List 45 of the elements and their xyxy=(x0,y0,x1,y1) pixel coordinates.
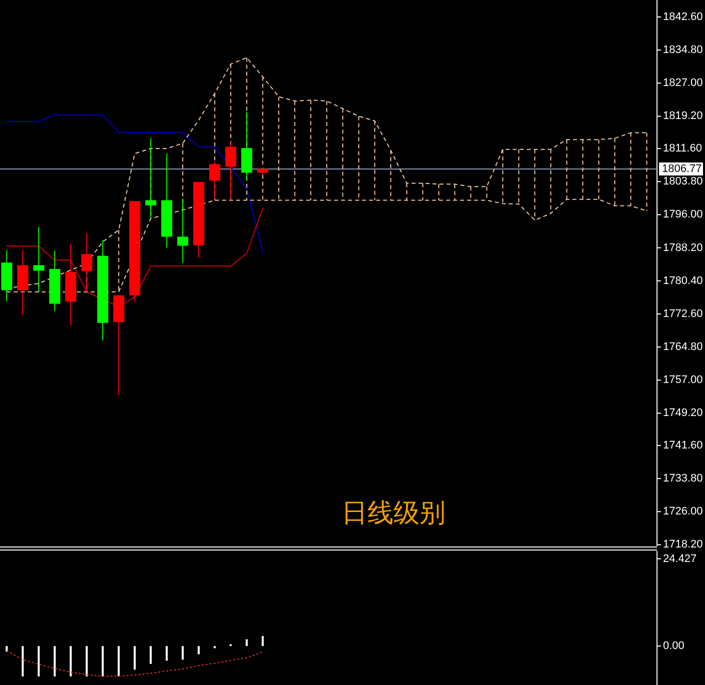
bar xyxy=(198,646,200,654)
candlestick xyxy=(225,141,236,201)
bar xyxy=(22,646,24,676)
line-series xyxy=(6,114,264,252)
y-tick-label: 1811.60 xyxy=(663,142,702,154)
y-tick-label: 1741.60 xyxy=(663,439,703,452)
candlestick xyxy=(209,161,220,200)
y-tick-label: 1796.00 xyxy=(663,208,703,221)
bar xyxy=(118,646,120,676)
bar xyxy=(102,646,104,676)
bar xyxy=(182,646,184,660)
y-tick-label: 1834.80 xyxy=(663,44,703,56)
ref-line-label: 1806.77 xyxy=(662,162,702,175)
bar xyxy=(262,636,264,646)
bar xyxy=(150,646,152,664)
candlestick xyxy=(145,138,156,219)
bar xyxy=(54,646,56,676)
y-tick-label: 1718.20 xyxy=(663,538,703,551)
candlestick xyxy=(33,226,44,292)
annotation: 日线级别 xyxy=(342,498,446,528)
bar xyxy=(86,646,88,676)
y-tick-label: 1827.00 xyxy=(663,77,703,90)
y-tick-label: 24.427 xyxy=(663,552,697,565)
y-tick-label: 1788.20 xyxy=(663,242,703,254)
bar xyxy=(166,646,168,661)
y-tick-label: 1772.60 xyxy=(663,308,703,320)
y-tick-label: 1757.00 xyxy=(663,374,703,386)
bar xyxy=(6,646,8,652)
y-tick-label: 0.00 xyxy=(663,640,684,652)
bar xyxy=(38,646,40,676)
bar xyxy=(134,646,136,670)
y-tick-label: 1733.80 xyxy=(663,472,703,485)
bar xyxy=(246,639,248,646)
y-tick-label: 1780.40 xyxy=(663,274,703,287)
y-tick-label: 1819.20 xyxy=(663,110,703,122)
candlestick xyxy=(81,232,92,292)
y-tick-label: 1726.00 xyxy=(663,506,703,518)
bar xyxy=(70,646,72,676)
y-tick-label: 1842.60 xyxy=(663,10,703,23)
candlestick xyxy=(177,198,188,264)
y-tick-label: 1764.80 xyxy=(663,341,703,354)
y-tick-label: 1749.20 xyxy=(663,407,703,420)
line-series xyxy=(6,650,264,677)
y-tick-label: 1803.80 xyxy=(663,176,703,188)
line-series xyxy=(6,208,264,308)
